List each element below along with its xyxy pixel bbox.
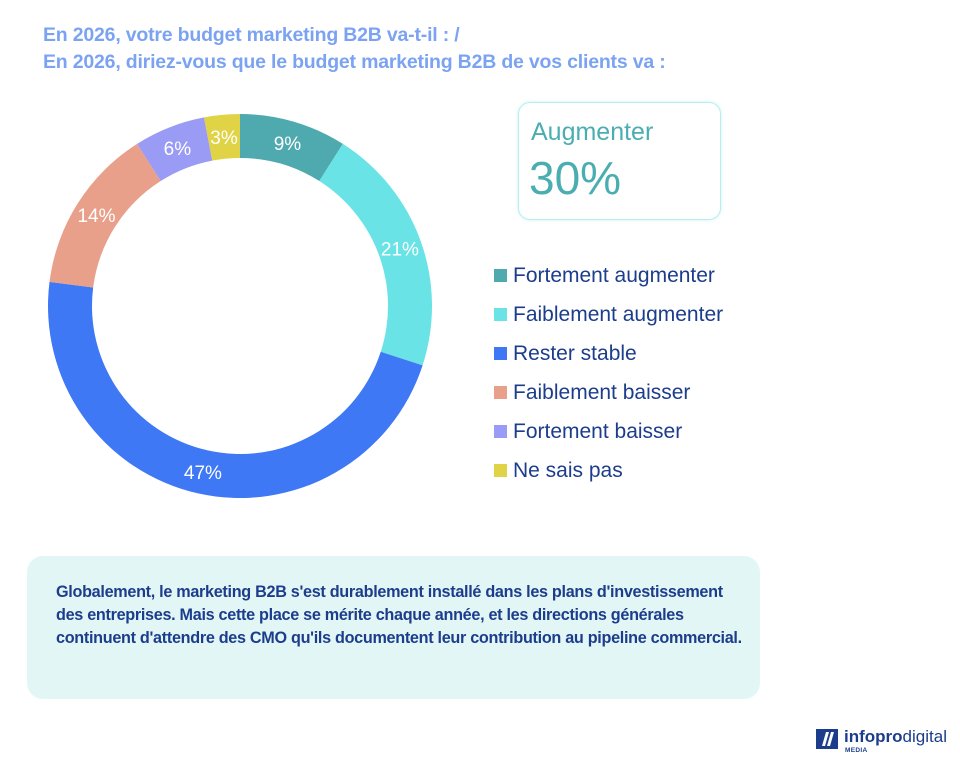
kpi-value: 30%: [529, 152, 622, 204]
logo-subtitle: MEDIA: [845, 747, 868, 754]
kpi-card-augmenter: Augmenter 30%: [518, 102, 721, 220]
logo-word-bold: infopro: [844, 727, 903, 746]
donut-slice-rester-stable: [48, 281, 423, 498]
kpi-label: Augmenter: [531, 118, 654, 146]
donut-slice-faiblement-augmenter: [319, 143, 432, 366]
slice-value-label: 47%: [184, 463, 222, 484]
chart-legend: Fortement augmenter Faiblement augmenter…: [494, 256, 723, 490]
legend-item-fortement-augmenter: Fortement augmenter: [494, 256, 723, 295]
legend-item-fortement-baisser: Fortement baisser: [494, 412, 723, 451]
slice-value-label: 21%: [381, 239, 419, 260]
slice-value-label: 9%: [274, 134, 302, 155]
legend-item-ne-sais-pas: Ne sais pas: [494, 451, 723, 490]
legend-label: Fortement baisser: [513, 419, 683, 443]
slice-value-label: 14%: [77, 206, 115, 227]
legend-label: Rester stable: [513, 341, 637, 365]
legend-label: Faiblement baisser: [513, 380, 691, 404]
legend-swatch: [494, 308, 507, 321]
legend-item-faiblement-augmenter: Faiblement augmenter: [494, 295, 723, 334]
legend-label: Ne sais pas: [513, 458, 623, 482]
legend-swatch: [494, 386, 507, 399]
donut-chart: 9% 21% 47% 14% 6% 3%: [48, 114, 432, 498]
infoprodigital-logo: infoprodigital MEDIA: [816, 727, 956, 757]
donut-slice-faiblement-baisser: [49, 143, 161, 288]
donut-slice-fortement-augmenter: [240, 114, 343, 182]
insight-note-text: Globalement, le marketing B2B s'est dura…: [56, 583, 742, 647]
legend-label: Faiblement augmenter: [513, 302, 724, 326]
legend-item-faiblement-baisser: Faiblement baisser: [494, 373, 723, 412]
donut-slice-ne-sais-pas: [204, 114, 240, 161]
insight-note: Globalement, le marketing B2B s'est dura…: [27, 556, 760, 699]
logo-word-light: digital: [902, 727, 947, 746]
legend-swatch: [494, 347, 507, 360]
slice-value-label: 3%: [210, 128, 238, 149]
legend-swatch: [494, 269, 507, 282]
logo-wordmark: infoprodigital: [844, 727, 947, 747]
logo-slashes-icon: [816, 729, 838, 749]
donut-slice-fortement-baisser: [137, 117, 213, 182]
chart-title: En 2026, votre budget marketing B2B va-t…: [43, 22, 666, 76]
legend-label: Fortement augmenter: [513, 263, 715, 287]
slice-value-label: 6%: [164, 139, 192, 160]
legend-item-rester-stable: Rester stable: [494, 334, 723, 373]
legend-swatch: [494, 425, 507, 438]
title-line-2: En 2026, diriez-vous que le budget marke…: [43, 51, 666, 73]
title-line-1: En 2026, votre budget marketing B2B va-t…: [43, 24, 460, 46]
legend-swatch: [494, 464, 507, 477]
